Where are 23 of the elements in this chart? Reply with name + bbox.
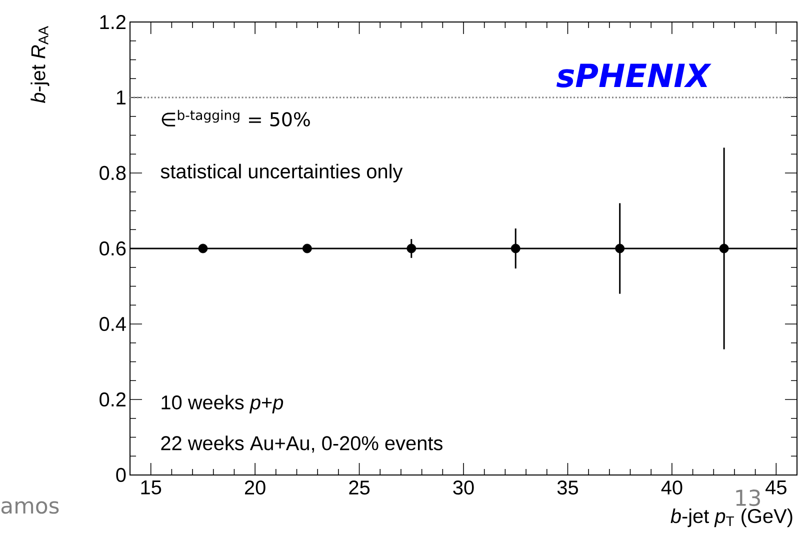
x-tick-label: 30	[453, 480, 474, 495]
x-tick-label: 25	[349, 480, 370, 495]
y-tick-label: 1.2	[100, 15, 126, 29]
x-tick-label: 45	[766, 480, 786, 494]
y-tick-label: 0	[116, 468, 126, 482]
annotation: ∈$^{b-tagging}$ = 50%	[162, 110, 310, 126]
annotation: 10 weeks p+p	[162, 394, 284, 414]
y-tick-label: 0.6	[100, 241, 126, 256]
annotation: 22 weeks Au+Au, 0-20% events	[161, 436, 442, 453]
y-tick-label: 1	[116, 90, 126, 104]
text: amos	[1, 501, 59, 514]
y-tick-label: 0.4	[100, 316, 126, 332]
annotation: statistical uncertainties only	[160, 164, 403, 182]
x-tick-label: 15	[141, 480, 162, 494]
x-axis-title: b-jet p$_{T}$ (GeV)	[670, 508, 792, 528]
x-tick-label: 35	[557, 480, 578, 495]
y-axis-title: b-jet R$_{AA}$	[30, 26, 50, 104]
y-tick-label: 0.2	[100, 392, 126, 407]
x-tick-label: 20	[244, 480, 266, 495]
annotation: sPHENIX	[556, 64, 712, 88]
text: 13	[736, 490, 760, 506]
x-tick-label: 40	[661, 480, 682, 495]
y-tick-label: 0.8	[100, 166, 126, 180]
